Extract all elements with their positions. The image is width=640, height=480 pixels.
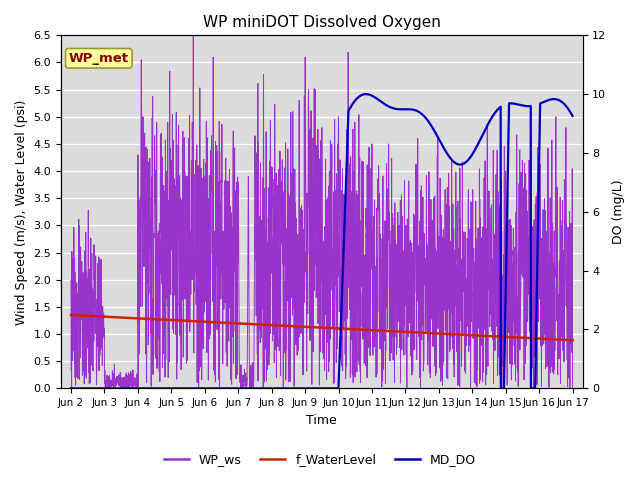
Y-axis label: Wind Speed (m/s), Water Level (psi): Wind Speed (m/s), Water Level (psi) (15, 99, 28, 324)
Text: WP_met: WP_met (69, 52, 129, 65)
Title: WP miniDOT Dissolved Oxygen: WP miniDOT Dissolved Oxygen (203, 15, 441, 30)
X-axis label: Time: Time (307, 414, 337, 427)
Legend: WP_ws, f_WaterLevel, MD_DO: WP_ws, f_WaterLevel, MD_DO (159, 448, 481, 471)
Y-axis label: DO (mg/L): DO (mg/L) (612, 180, 625, 244)
